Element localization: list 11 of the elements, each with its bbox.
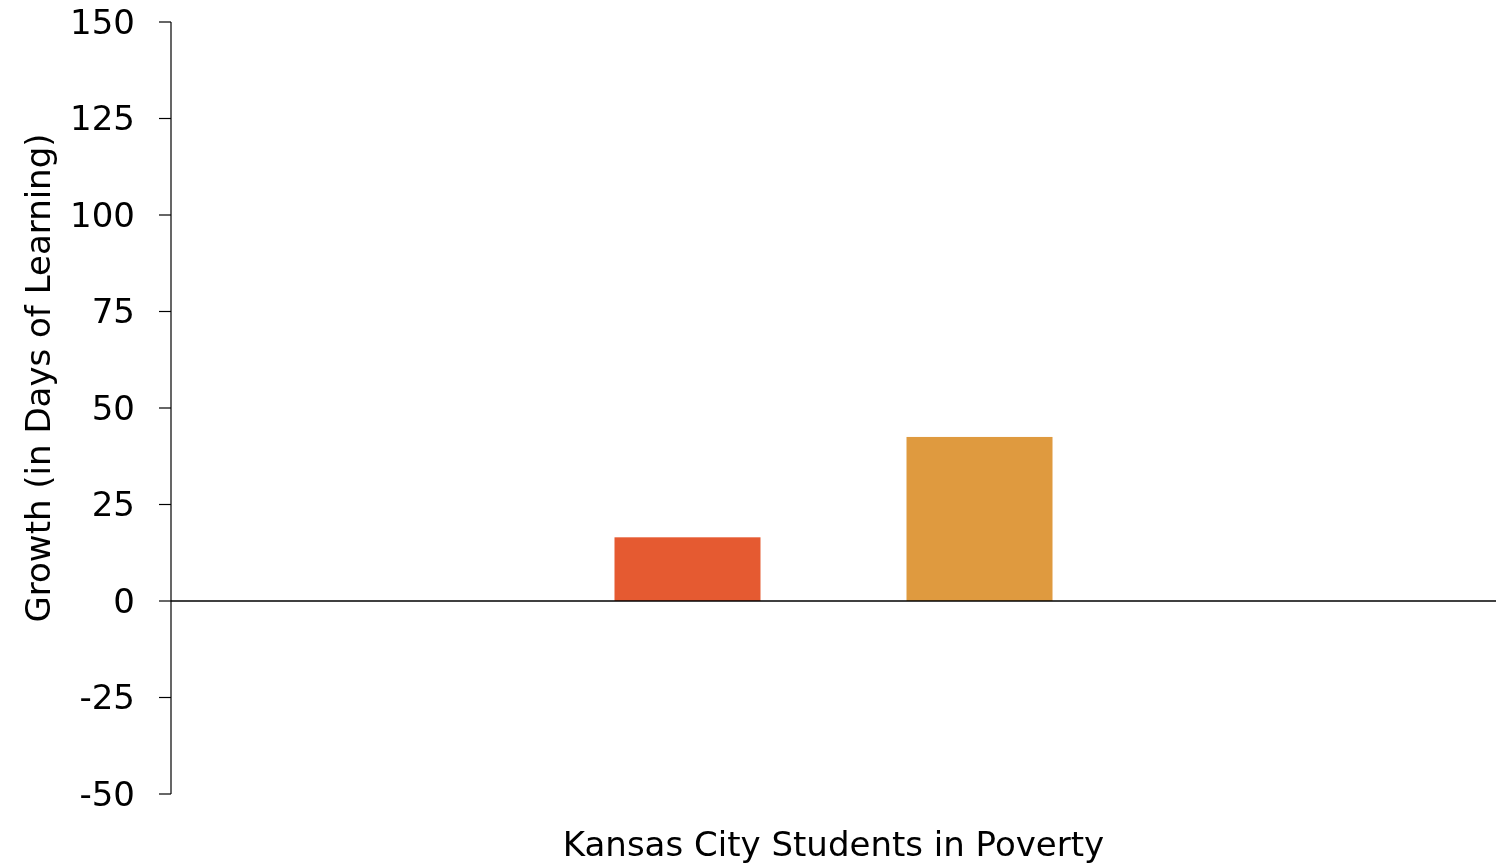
x-axis-title: Kansas City Students in Poverty <box>562 824 1105 864</box>
y-tick-label: 125 <box>70 98 135 139</box>
y-tick-label: 25 <box>91 484 135 525</box>
y-tick-label: 150 <box>70 1 135 42</box>
y-tick-label: 100 <box>70 194 135 235</box>
y-tick-label: 75 <box>91 291 135 332</box>
y-tick-label: -25 <box>79 677 135 718</box>
y-tick-label: -50 <box>79 773 135 814</box>
y-tick-label: 0 <box>113 580 135 621</box>
y-tick-label: 50 <box>91 387 135 428</box>
y-axis-title: Growth (in Days of Learning) <box>18 133 58 623</box>
